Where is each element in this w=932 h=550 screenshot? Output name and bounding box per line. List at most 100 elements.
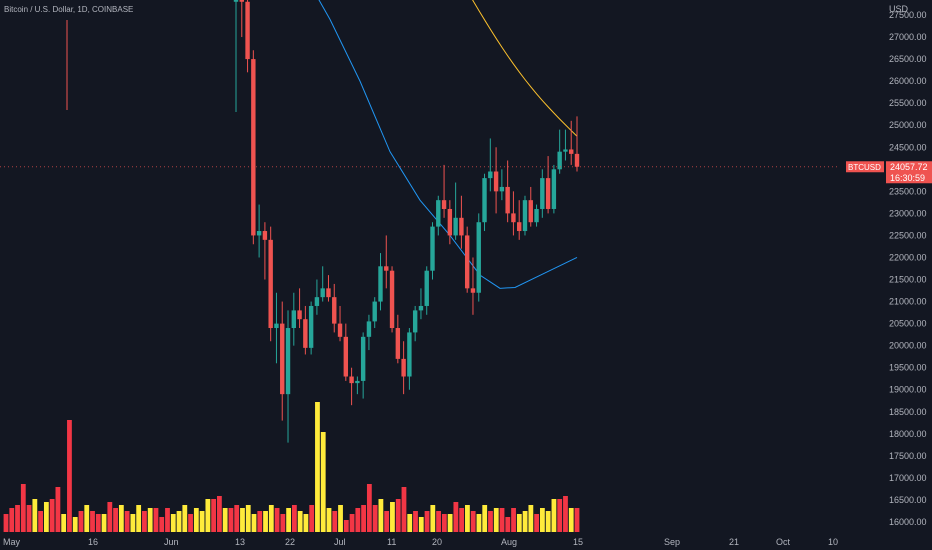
time-tick-label: 20 (432, 537, 442, 547)
candle-body (418, 305, 424, 311)
price-tick-label: 24500.00 (889, 142, 927, 152)
volume-bar (176, 511, 182, 532)
volume-bar (3, 514, 9, 532)
candle-body (268, 239, 273, 329)
chart-title: Bitcoin / U.S. Dollar, 1D, COINBASE (4, 5, 133, 14)
volume-bar (286, 508, 292, 532)
price-tick-label: 19000.00 (889, 385, 927, 395)
volume-bar (251, 514, 257, 532)
ma-slow-line (472, 0, 578, 137)
volume-bar (15, 505, 20, 532)
price-tick-label: 16500.00 (889, 495, 927, 505)
candle-body (262, 231, 268, 240)
candle-body (470, 288, 476, 293)
volume-bar (159, 517, 165, 532)
candle-body (534, 208, 539, 223)
volume-bar (257, 511, 263, 532)
candle-body (412, 310, 418, 333)
candle-body (569, 149, 574, 154)
volume-bar (263, 511, 268, 532)
volume-bar (511, 508, 516, 532)
volume-bar (499, 508, 505, 532)
price-scale-unit: USD (889, 4, 909, 14)
volume-bar (493, 508, 499, 532)
price-tick-label: 17500.00 (889, 451, 927, 461)
candle-body (453, 217, 458, 236)
candle-body (239, 0, 244, 2)
volume-bar (459, 508, 465, 532)
candle-body (256, 231, 262, 236)
volume-layer (3, 402, 580, 532)
volume-bar (528, 505, 534, 532)
volume-bar (95, 514, 101, 532)
price-tick-label: 26000.00 (889, 76, 927, 86)
volume-bar (9, 508, 15, 532)
candle-body (285, 328, 291, 395)
volume-bar (465, 505, 470, 532)
volume-bar (424, 511, 430, 532)
volume-bar (107, 502, 113, 532)
time-tick-label: Jun (164, 537, 179, 547)
volume-bar (165, 508, 170, 532)
volume-bar (522, 511, 528, 532)
candle-body (378, 266, 383, 302)
price-tick-label: 22000.00 (889, 252, 927, 262)
volume-bar (390, 502, 395, 532)
volume-bar (534, 514, 540, 532)
volume-bar (436, 511, 441, 532)
price-tick-label: 21500.00 (889, 275, 927, 285)
candle-body (545, 178, 551, 209)
candle-body (447, 208, 453, 236)
volume-bar (205, 499, 211, 532)
candle-body (493, 171, 499, 192)
volume-bar (557, 499, 563, 532)
volume-bar (488, 511, 493, 532)
volume-bar (84, 505, 90, 532)
volume-bar (551, 499, 557, 532)
candle-body (482, 178, 487, 223)
candle-body (233, 0, 239, 2)
volume-bar (309, 505, 315, 532)
candle-body (320, 288, 325, 298)
candle-body (308, 305, 314, 348)
volume-bar (153, 508, 159, 532)
volume-bar (113, 508, 118, 532)
candle-body (551, 169, 557, 209)
volume-bar (124, 511, 130, 532)
price-tick-label: 25000.00 (889, 120, 927, 130)
volume-bar (49, 499, 55, 532)
time-tick-label: Jul (334, 537, 346, 547)
candle-body (522, 200, 528, 232)
price-tick-label: 18000.00 (889, 429, 927, 439)
candle-body (343, 336, 349, 377)
candle-body (326, 288, 331, 298)
volume-bar (170, 514, 176, 532)
volume-bar (349, 514, 355, 532)
price-tag-countdown: 16:30:59 (890, 173, 925, 183)
candle-body (372, 301, 377, 322)
candle-body (251, 59, 256, 236)
volume-bar (130, 514, 136, 532)
volume-bar (401, 487, 407, 532)
volume-bar (338, 505, 343, 532)
volume-bar (32, 499, 38, 532)
volume-bar (240, 508, 245, 532)
last-price-tag: BTCUSD 24057.72 16:30:59 (846, 161, 932, 184)
time-tick-label: 22 (285, 537, 295, 547)
price-tick-label: 22500.00 (889, 230, 927, 240)
time-axis-ticks: May 16 Jun 13 22 Jul 11 20 Aug 15 Sep 21 Oct 10 (3, 537, 838, 547)
volume-bar (418, 517, 424, 532)
candle-body (332, 297, 337, 324)
candle-body (511, 213, 516, 223)
candle-body (280, 323, 285, 395)
candle-body (499, 186, 505, 192)
volume-bar (545, 511, 551, 532)
candle-body (459, 217, 464, 236)
volume-bar (378, 499, 384, 532)
candle-body (297, 310, 302, 320)
volume-bar (320, 432, 326, 532)
volume-bar (482, 505, 488, 532)
volume-bar (343, 520, 349, 532)
volume-bar (222, 508, 228, 532)
